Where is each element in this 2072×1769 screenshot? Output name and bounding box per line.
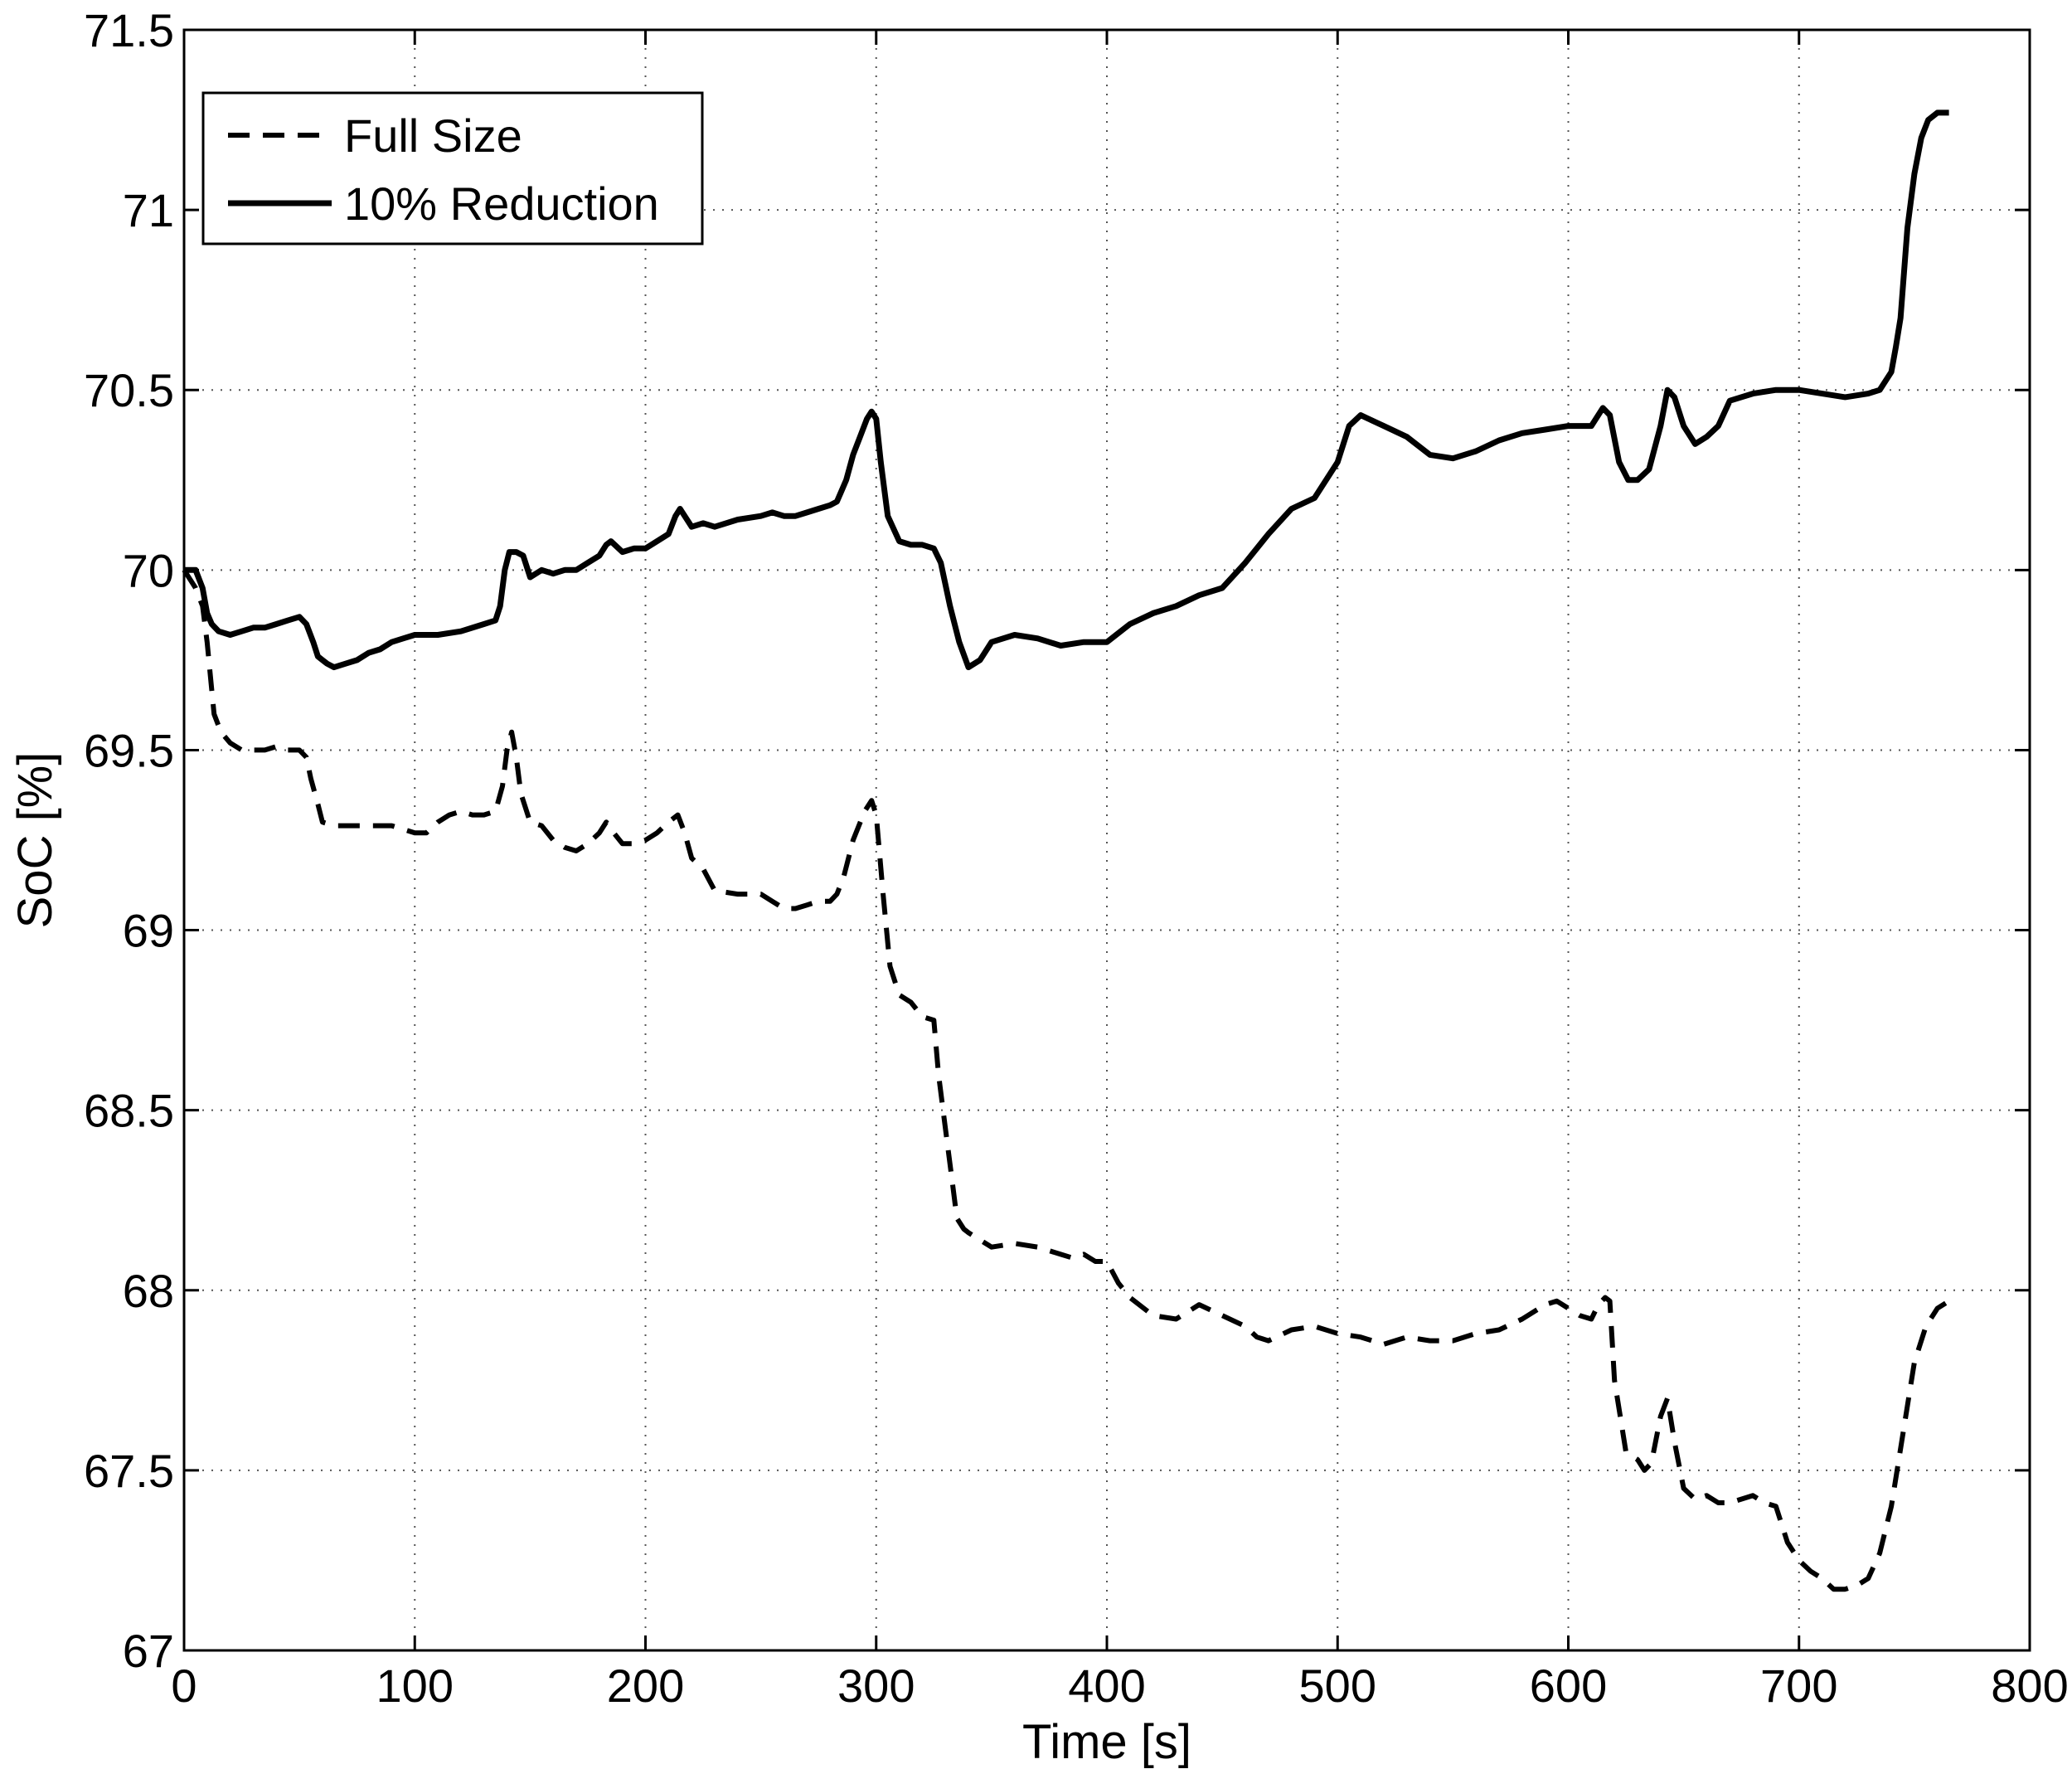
legend-label-10pct-reduction: 10% Reduction — [344, 177, 659, 230]
x-tick-label: 200 — [607, 1660, 684, 1712]
y-tick-label: 71.5 — [84, 4, 174, 56]
series-line-full-size — [182, 568, 1951, 1592]
series-line-10pct-reduction — [184, 109, 1949, 671]
x-tick-label: 100 — [376, 1660, 454, 1712]
y-tick-label: 68 — [123, 1265, 174, 1317]
legend-label-full-size: Full Size — [344, 109, 522, 162]
x-tick-label: 0 — [171, 1660, 197, 1712]
grid-lines — [184, 30, 2030, 1650]
y-tick-label: 67 — [123, 1625, 174, 1677]
x-tick-label: 400 — [1068, 1660, 1145, 1712]
legend-box — [201, 91, 704, 245]
plot-series — [182, 109, 1951, 1592]
plot-area-frame — [182, 28, 2031, 1652]
legend: Full Size 10% Reduction — [201, 91, 704, 245]
y-tick-label: 70 — [123, 544, 174, 596]
y-tick-label: 67.5 — [84, 1445, 174, 1497]
tick-labels: 0 100 200 300 400 500 600 700 800 67 67.5 68 68.5 69 6… — [84, 4, 2069, 1712]
x-tick-label: 700 — [1760, 1660, 1837, 1712]
y-tick-label: 70.5 — [84, 364, 174, 416]
y-tick-label: 68.5 — [84, 1085, 174, 1137]
y-tick-label: 69.5 — [84, 724, 174, 776]
x-tick-label: 300 — [837, 1660, 915, 1712]
x-tick-label: 500 — [1299, 1660, 1376, 1712]
x-tick-label: 800 — [1991, 1660, 2068, 1712]
x-tick-label: 600 — [1530, 1660, 1607, 1712]
y-axis-label: SoC [%] — [8, 752, 62, 929]
y-tick-label: 69 — [123, 905, 174, 957]
x-axis-label: Time [s] — [1022, 1715, 1191, 1769]
y-tick-label: 71 — [123, 184, 174, 236]
